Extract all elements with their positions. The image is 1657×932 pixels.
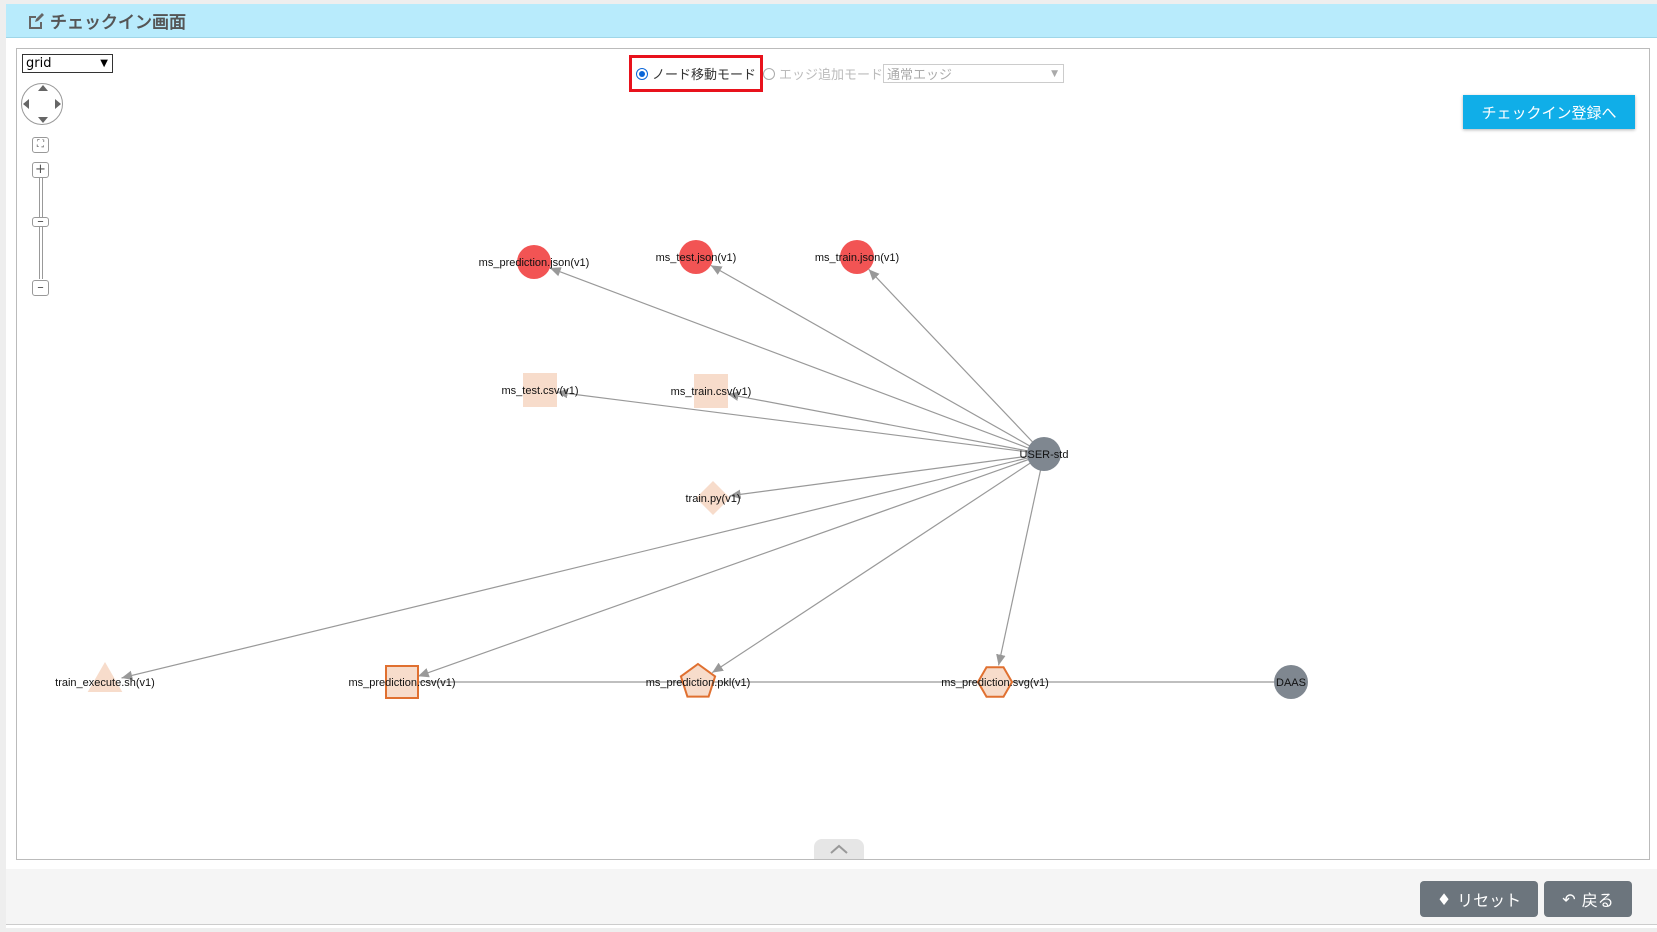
undo-icon: ↶ <box>1562 889 1576 909</box>
node-label: ms_train.csv(v1) <box>671 386 752 398</box>
edge-type-value: 通常エッジ <box>887 68 953 83</box>
node-shape[interactable] <box>523 373 557 407</box>
node-label: ms_train.json(v1) <box>815 252 899 264</box>
edge-type-select[interactable]: 通常エッジ ▼ <box>883 64 1065 83</box>
pan-down-icon[interactable] <box>38 117 48 123</box>
edit-icon <box>29 12 44 29</box>
graph-edge[interactable] <box>556 388 1045 455</box>
zoom-out-button[interactable]: – <box>32 280 49 296</box>
graph-node[interactable]: DAAS <box>1274 665 1308 699</box>
node-shape[interactable] <box>840 240 874 274</box>
graph-node[interactable]: ms_train.csv(v1) <box>671 374 752 408</box>
footer: ♦ リセット ↶ 戻る <box>6 869 1657 925</box>
node-shape[interactable] <box>696 481 730 515</box>
checkin-register-button[interactable]: チェックイン登録へ <box>1463 95 1635 129</box>
node-label: ms_test.json(v1) <box>656 252 737 264</box>
eraser-icon: ♦ <box>1436 889 1452 909</box>
mode-selector: ノード移動モード エッジ追加モード 通常エッジ ▼ <box>629 55 1065 92</box>
graph-panel[interactable]: ms_prediction.json(v1) ms_test.json(v1) ms… <box>16 48 1650 860</box>
back-button[interactable]: ↶ 戻る <box>1544 881 1632 917</box>
node-label: train.py(v1) <box>685 493 740 505</box>
graph-node[interactable]: train.py(v1) <box>685 481 741 515</box>
reset-button[interactable]: ♦ リセット <box>1420 881 1538 917</box>
node-shape[interactable] <box>679 662 717 698</box>
graph-node[interactable]: USER-std <box>1020 437 1069 471</box>
node-shape[interactable] <box>87 662 123 692</box>
graph-edge[interactable] <box>868 268 1045 455</box>
graph-edge[interactable] <box>727 391 1045 455</box>
reset-label: リセット <box>1457 891 1522 910</box>
graph-edge[interactable] <box>549 267 1045 455</box>
graph-node[interactable]: ms_test.json(v1) <box>656 240 737 274</box>
graph-edge[interactable] <box>711 453 1045 674</box>
node-label: ms_test.csv(v1) <box>501 385 578 397</box>
node-shape[interactable] <box>385 665 419 699</box>
node-shape[interactable] <box>976 666 1014 698</box>
zoom-in-button[interactable]: + <box>32 162 49 178</box>
page-title: チェックイン画面 <box>50 13 186 33</box>
node-label: ms_prediction.svg(v1) <box>941 677 1049 689</box>
back-label: 戻る <box>1581 891 1614 910</box>
node-label: USER-std <box>1020 449 1069 461</box>
mode-move-radio[interactable] <box>636 67 648 80</box>
graph-edge[interactable] <box>417 453 1045 678</box>
fit-view-button[interactable]: ⛶ <box>32 137 49 153</box>
zoom-slider-handle[interactable]: – <box>32 215 49 228</box>
graph-node[interactable]: train_execute.sh(v1) <box>55 662 155 692</box>
pan-control[interactable] <box>21 83 63 125</box>
graph-edge[interactable] <box>996 453 1045 666</box>
graph-node[interactable]: ms_test.csv(v1) <box>501 373 579 407</box>
mode-edge-label[interactable]: エッジ追加モード <box>779 68 884 83</box>
mode-edge-radio[interactable] <box>763 67 776 80</box>
checkin-page: チェックイン画面 ms_prediction.json(v1) ms_test.j… <box>6 4 1657 928</box>
graph-node[interactable]: ms_prediction.csv(v1) <box>349 665 456 699</box>
graph-edge[interactable] <box>710 264 1045 455</box>
node-shape[interactable] <box>1274 665 1308 699</box>
mode-move-highlight: ノード移動モード <box>629 55 764 92</box>
node-shape[interactable] <box>517 245 551 279</box>
node-shape[interactable] <box>679 240 713 274</box>
graph-node[interactable]: ms_prediction.svg(v1) <box>941 666 1049 698</box>
chevron-up-icon <box>830 844 848 854</box>
node-label: ms_prediction.pkl(v1) <box>646 677 751 689</box>
node-label: ms_prediction.csv(v1) <box>349 677 456 689</box>
mode-move-label[interactable]: ノード移動モード <box>652 68 757 83</box>
graph-edge[interactable] <box>729 453 1045 500</box>
layout-select[interactable]: grid ▼ <box>22 54 113 73</box>
pan-left-icon[interactable] <box>23 99 29 109</box>
graph-edge[interactable] <box>121 453 1045 681</box>
graph-node[interactable]: ms_prediction.json(v1) <box>479 245 590 279</box>
chevron-down-icon: ▼ <box>100 58 108 69</box>
node-label: DAAS <box>1276 677 1306 689</box>
graph-node[interactable]: ms_train.json(v1) <box>815 240 899 274</box>
node-shape[interactable] <box>694 374 728 408</box>
network-graph[interactable]: ms_prediction.json(v1) ms_test.json(v1) ms… <box>17 49 1651 861</box>
chevron-down-icon: ▼ <box>1051 68 1059 79</box>
graph-node[interactable]: ms_prediction.pkl(v1) <box>646 662 751 698</box>
node-label: ms_prediction.json(v1) <box>479 257 590 269</box>
layout-select-value: grid <box>26 56 52 71</box>
pan-right-icon[interactable] <box>55 99 61 109</box>
page-header: チェックイン画面 <box>6 4 1657 38</box>
node-label: train_execute.sh(v1) <box>55 677 155 689</box>
node-shape[interactable] <box>1027 437 1061 471</box>
collapse-toggle[interactable] <box>814 839 864 859</box>
pan-up-icon[interactable] <box>38 85 48 91</box>
